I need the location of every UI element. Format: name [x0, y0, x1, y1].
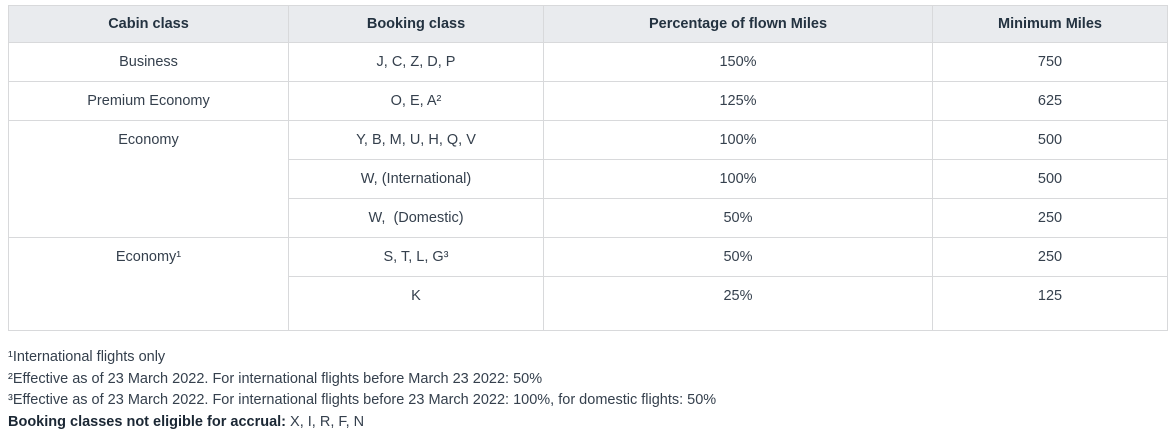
minimum-miles-cell: 125 [933, 277, 1168, 331]
cabin-class-cell: Business [9, 43, 289, 82]
not-eligible-value: X, I, R, F, N [286, 414, 364, 430]
booking-class-cell: K [289, 277, 544, 331]
cabin-class-cell: Economy¹ [9, 238, 289, 331]
percentage-cell: 25% [544, 277, 933, 331]
minimum-miles-cell: 500 [933, 160, 1168, 199]
minimum-miles-cell: 500 [933, 121, 1168, 160]
percentage-cell: 125% [544, 82, 933, 121]
percentage-cell: 100% [544, 160, 933, 199]
footnote-3: ³Effective as of 23 March 2022. For inte… [8, 390, 1167, 412]
booking-class-cell: J, C, Z, D, P [289, 43, 544, 82]
not-eligible-label: Booking classes not eligible for accrual… [8, 414, 286, 430]
percentage-cell: 50% [544, 199, 933, 238]
percentage-cell: 50% [544, 238, 933, 277]
column-header-cabin-class: Cabin class [9, 6, 289, 43]
cabin-class-cell: Premium Economy [9, 82, 289, 121]
column-header-percentage-of-flown-miles: Percentage of flown Miles [544, 6, 933, 43]
cabin-class-cell: Economy [9, 121, 289, 238]
footnotes: ¹International flights only ²Effective a… [8, 347, 1167, 433]
percentage-cell: 150% [544, 43, 933, 82]
table-header-row: Cabin class Booking class Percentage of … [9, 6, 1168, 43]
minimum-miles-cell: 250 [933, 238, 1168, 277]
booking-class-cell: O, E, A² [289, 82, 544, 121]
footnote-2: ²Effective as of 23 March 2022. For inte… [8, 369, 1167, 391]
column-header-minimum-miles: Minimum Miles [933, 6, 1168, 43]
footnote-1: ¹International flights only [8, 347, 1167, 369]
minimum-miles-cell: 625 [933, 82, 1168, 121]
booking-class-cell: W, (Domestic) [289, 199, 544, 238]
booking-class-cell: S, T, L, G³ [289, 238, 544, 277]
percentage-cell: 100% [544, 121, 933, 160]
column-header-booking-class: Booking class [289, 6, 544, 43]
mileage-accrual-table: Cabin class Booking class Percentage of … [8, 5, 1168, 331]
booking-class-cell: W, (International) [289, 160, 544, 199]
minimum-miles-cell: 750 [933, 43, 1168, 82]
minimum-miles-cell: 250 [933, 199, 1168, 238]
booking-class-cell: Y, B, M, U, H, Q, V [289, 121, 544, 160]
